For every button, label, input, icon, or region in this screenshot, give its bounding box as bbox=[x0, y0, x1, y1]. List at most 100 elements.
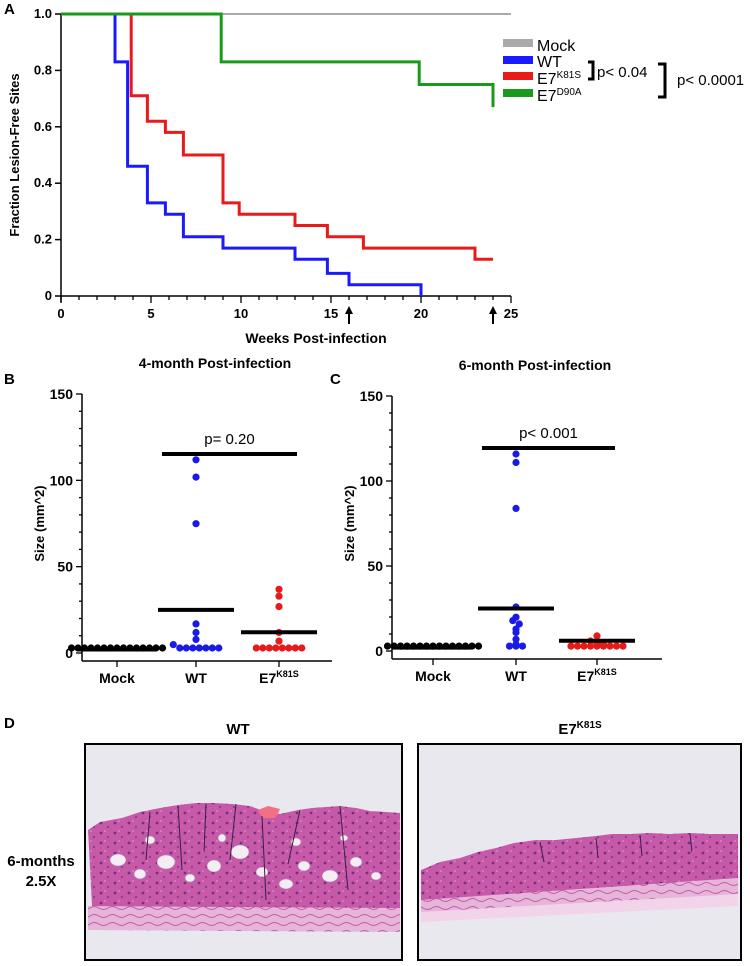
scatter-point-e7k81s bbox=[285, 644, 293, 652]
scatter-4month-category-k81s: E7K81S bbox=[259, 669, 299, 686]
legend-label-k81s: E7K81S bbox=[537, 70, 581, 88]
legend-swatch-k81s bbox=[503, 72, 533, 80]
scatter-point-e7k81s bbox=[278, 644, 286, 652]
scatter-4month-category-wt: WT bbox=[185, 670, 207, 686]
scatter-point-wt bbox=[518, 642, 527, 650]
histology-title-wt: WT bbox=[226, 721, 249, 738]
survival-x-tick-label: 5 bbox=[147, 306, 154, 321]
scatter-point-mock bbox=[383, 642, 392, 650]
survival-arrows bbox=[345, 306, 497, 324]
histology-row-label-line2: 2.5X bbox=[26, 873, 57, 890]
scatter-point-e7k81s bbox=[619, 642, 627, 650]
scatter-4month-y-axis-label: Size (mm^2) bbox=[32, 485, 47, 561]
scatter-point-e7k81s bbox=[599, 642, 608, 650]
survival-arrow-head bbox=[345, 306, 353, 314]
micrograph-k81s bbox=[417, 743, 742, 961]
scatter-4month-pvalue: p= 0.20 bbox=[204, 431, 254, 448]
survival-y-axis-label: Fraction Lesion-Free Sites bbox=[7, 73, 22, 236]
scatter-point-e7k81s bbox=[275, 592, 283, 600]
scatter-6month-pvalue: p< 0.001 bbox=[519, 425, 578, 442]
scatter-y-tick-label: 0 bbox=[375, 643, 383, 659]
scatter-point-wt bbox=[208, 644, 216, 652]
survival-y-tick-label: 0.6 bbox=[34, 119, 52, 134]
scatter-point-wt bbox=[182, 644, 190, 652]
panel-letter-a: A bbox=[4, 1, 15, 18]
survival-x-tick-label: 10 bbox=[234, 306, 248, 321]
micrograph-wt-hemorrhage bbox=[258, 806, 280, 818]
scatter-point-wt bbox=[192, 620, 200, 628]
scatter-6month-category-k81s: E7K81S bbox=[577, 667, 617, 684]
scatter-point-wt bbox=[195, 644, 203, 652]
scatter-point-e7k81s bbox=[252, 644, 260, 652]
scatter-point-e7k81s bbox=[291, 644, 299, 652]
scatter-4month-category-mock: Mock bbox=[99, 670, 135, 686]
scatter-point-wt bbox=[192, 520, 200, 528]
scatter-point-wt bbox=[202, 644, 210, 652]
scatter-point-wt bbox=[512, 458, 520, 467]
micrograph-k81s-subcutis bbox=[421, 894, 738, 922]
panel-letter-d: D bbox=[4, 715, 15, 732]
scatter-point-e7k81s bbox=[275, 603, 283, 611]
scatter-6month-y-axis-label: Size (mm^2) bbox=[342, 485, 357, 561]
scatter-6month-title: 6-month Post-infection bbox=[459, 357, 611, 373]
scatter-y-tick-label: 0 bbox=[65, 645, 73, 661]
scatter-point-wt bbox=[512, 635, 520, 643]
scatter-6month-axes: 0 50 100 150 bbox=[360, 388, 662, 665]
scatter-point-e7k81s bbox=[612, 642, 621, 650]
legend-swatch-mock bbox=[503, 39, 533, 47]
scatter-point-wt bbox=[512, 450, 520, 458]
scatter-point-e7k81s bbox=[259, 644, 267, 652]
survival-legend: Mock WT E7K81S E7D90A p< 0.04 p< 0.0001 bbox=[503, 38, 744, 105]
survival-series bbox=[61, 12, 511, 296]
histology-panel: WT E7K81S 6-months 2.5X bbox=[7, 720, 742, 961]
scatter-chart-4month: 4-month Post-infection Size (mm^2) 0 50 10… bbox=[32, 355, 332, 686]
micrograph-wt bbox=[84, 743, 403, 961]
scatter-point-wt bbox=[215, 644, 223, 652]
micrograph-k81s-folds bbox=[539, 833, 693, 863]
pvalue-inner: p< 0.04 bbox=[597, 64, 647, 81]
survival-x-tick-label: 0 bbox=[57, 306, 64, 321]
survival-y-tick-label: 0.8 bbox=[34, 62, 52, 77]
survival-series-line-wt bbox=[61, 12, 423, 296]
pvalue-bracket-inner bbox=[588, 60, 595, 81]
scatter-point-e7k81s bbox=[580, 642, 588, 650]
micrograph-wt-frame bbox=[84, 743, 403, 961]
pvalue-outer: p< 0.0001 bbox=[677, 72, 744, 89]
legend-label-mock: Mock bbox=[537, 38, 576, 55]
legend-swatch-d90a bbox=[503, 89, 533, 97]
scatter-point-e7k81s bbox=[567, 642, 575, 650]
scatter-y-tick-label: 50 bbox=[57, 559, 73, 575]
survival-axes: 0 0.2 0.4 0.6 0.8 1.0 0 5 10 15 20 25 bbox=[34, 6, 518, 321]
survival-x-tick-label: 20 bbox=[414, 306, 428, 321]
scatter-6month-category-wt: WT bbox=[505, 668, 527, 684]
scatter-point-wt bbox=[512, 504, 520, 512]
legend-swatch-wt bbox=[503, 56, 533, 64]
survival-x-axis-label: Weeks Post-infection bbox=[245, 330, 386, 346]
scatter-point-wt bbox=[192, 456, 200, 464]
scatter-y-tick-label: 150 bbox=[360, 388, 384, 404]
scatter-point-e7k81s bbox=[606, 642, 614, 650]
scatter-y-tick-label: 50 bbox=[367, 558, 383, 574]
micrograph-k81s-frame bbox=[417, 743, 742, 961]
scatter-point-wt bbox=[512, 642, 520, 650]
pvalue-bracket-outer bbox=[658, 62, 667, 99]
scatter-point-wt bbox=[192, 628, 200, 637]
survival-y-tick-label: 1.0 bbox=[34, 6, 52, 21]
survival-series-line-e7k81s bbox=[61, 12, 493, 261]
scatter-point-wt bbox=[192, 635, 200, 644]
micrograph-wt-dermis bbox=[88, 906, 400, 932]
micrograph-k81s-dermis bbox=[421, 878, 738, 916]
scatter-y-tick-label: 100 bbox=[50, 472, 74, 488]
panel-letter-b: B bbox=[4, 371, 15, 388]
scatter-4month-marks bbox=[67, 452, 317, 652]
survival-x-tick-label: 25 bbox=[504, 306, 518, 321]
scatter-point-e7k81s bbox=[586, 642, 595, 650]
survival-chart: 0 0.2 0.4 0.6 0.8 1.0 0 5 10 15 20 25 Fraction Lesi… bbox=[7, 6, 744, 346]
scatter-point-wt bbox=[512, 628, 520, 637]
legend-label-d90a: E7D90A bbox=[537, 87, 582, 105]
scatter-point-e7k81s bbox=[593, 642, 601, 650]
scatter-point-wt bbox=[176, 644, 184, 652]
micrograph-wt-glands bbox=[109, 833, 382, 890]
scatter-point-mock bbox=[474, 642, 483, 650]
scatter-point-e7k81s bbox=[593, 632, 601, 640]
